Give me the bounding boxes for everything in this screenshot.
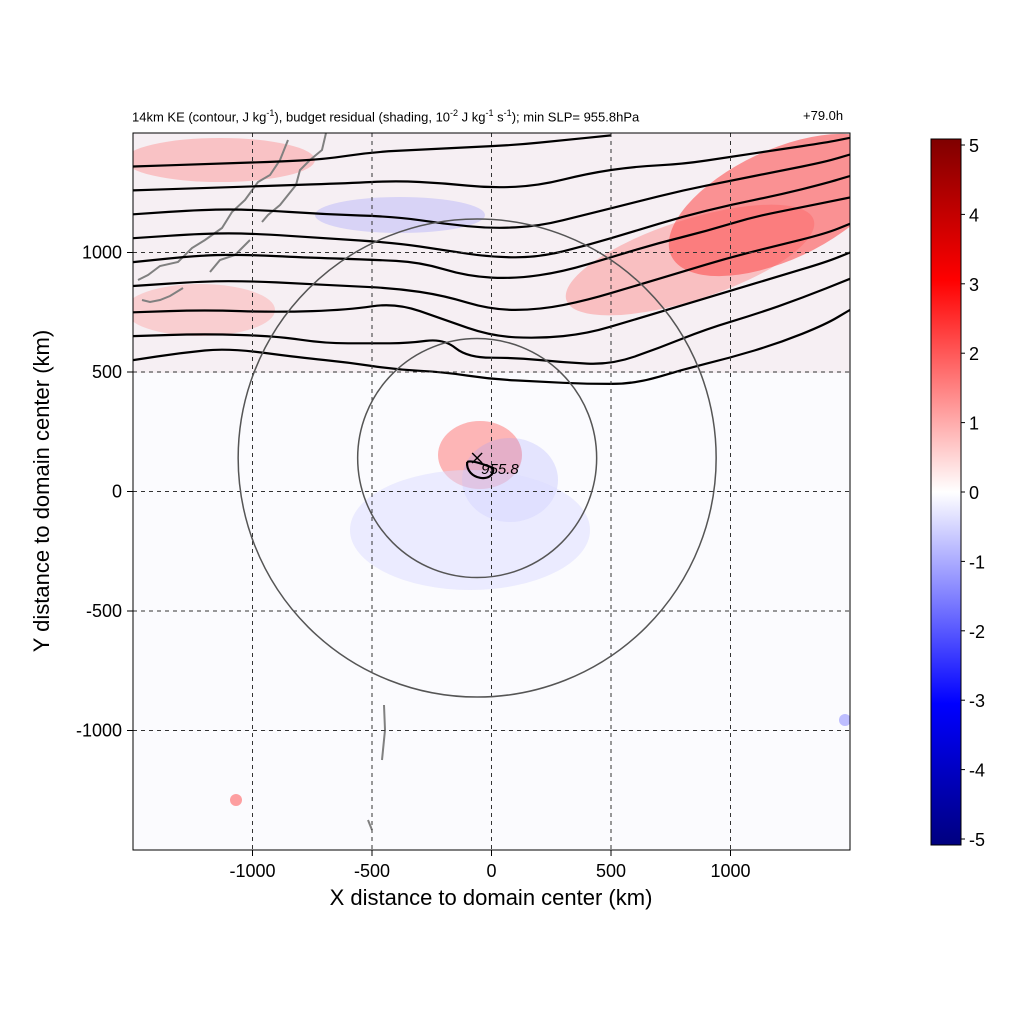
residual-max-northeast (668, 133, 850, 277)
chart-title: 14km KE (contour, J kg-1), budget residu… (132, 108, 640, 125)
y-axis-label: Y distance to domain center (km) (29, 330, 54, 652)
x-tick-label: -1000 (229, 861, 275, 881)
range-ring-500km (356, 337, 598, 579)
range-ring-1000km (237, 218, 717, 698)
x-axis-label: X distance to domain center (km) (330, 885, 653, 910)
colorbar (930, 138, 962, 846)
ke-contour-line (133, 174, 850, 259)
colorbar-tick-label: 4 (969, 205, 979, 225)
ke-contour-line (133, 222, 850, 311)
y-tick-label: -500 (86, 601, 122, 621)
colorbar-tick-label: -3 (969, 691, 985, 711)
ke-contour-line (133, 136, 850, 192)
y-tick-label: 0 (112, 482, 122, 502)
residual-positive-northwest (133, 138, 315, 182)
ke-contour-line (133, 251, 850, 339)
colorbar-tick-label: -4 (969, 761, 985, 781)
colorbar-tick-label: 0 (969, 483, 979, 503)
min-slp-label: 955.8 (481, 461, 519, 478)
x-tick-label: 500 (596, 861, 626, 881)
colorbar-tick-label: 1 (969, 414, 979, 434)
colorbar-tick-label: 3 (969, 275, 979, 295)
ke-contour-line (133, 308, 850, 385)
residual-spot-southwest (230, 794, 242, 806)
ke-contour-line (133, 277, 850, 365)
x-tick-label: -500 (354, 861, 390, 881)
range-rings (237, 218, 717, 698)
colorbar-tick-label: -2 (969, 622, 985, 642)
colorbar-tick-label: 2 (969, 344, 979, 364)
colorbar-tick-label: -5 (969, 830, 985, 850)
y-axis: -1000 -500 0 500 1000 (76, 243, 133, 741)
y-tick-label: 1000 (82, 243, 122, 263)
colorbar-tick-label: -1 (969, 552, 985, 572)
y-tick-label: -1000 (76, 721, 122, 741)
storm-center-marker (471, 452, 483, 464)
residual-spot-southeast (839, 714, 850, 726)
residual-lower-negative (350, 470, 590, 590)
colorbar-ticks: 5 4 3 2 1 0 -1 -2 -3 -4 -5 (961, 136, 985, 850)
x-axis: -1000 -500 0 500 1000 (229, 850, 751, 881)
colorbar-tick-label: 5 (969, 136, 979, 156)
time-label: +79.0h (803, 108, 844, 123)
x-tick-label: 0 (486, 861, 496, 881)
y-tick-label: 500 (92, 362, 122, 382)
ke-contour-line (133, 153, 850, 229)
storm-center-x-stroke-2 (471, 452, 483, 464)
x-tick-label: 1000 (710, 861, 750, 881)
